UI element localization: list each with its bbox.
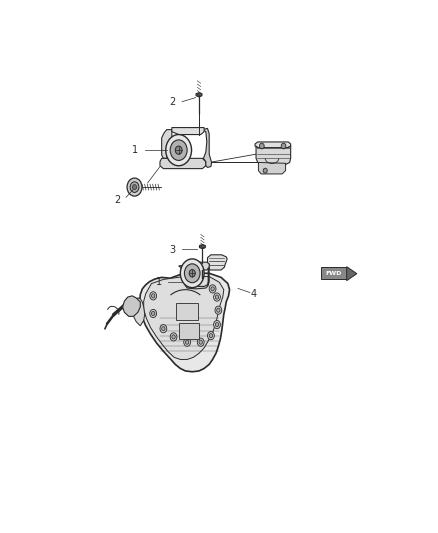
Bar [176,303,198,320]
Circle shape [150,292,156,300]
Text: FWD: FWD [325,271,341,276]
Circle shape [208,332,214,340]
Polygon shape [346,266,357,281]
Polygon shape [123,296,140,317]
Circle shape [172,335,175,339]
Circle shape [185,340,189,344]
Circle shape [127,178,142,196]
Circle shape [170,140,187,160]
Polygon shape [199,245,205,248]
Circle shape [184,338,191,346]
Circle shape [215,322,219,327]
Text: 4: 4 [251,289,257,299]
Circle shape [209,285,216,293]
Polygon shape [140,273,230,372]
Bar [179,324,199,339]
Circle shape [152,311,155,316]
Circle shape [150,309,156,318]
Circle shape [197,338,204,346]
Circle shape [162,327,165,330]
Polygon shape [258,163,286,174]
Circle shape [217,308,220,312]
Circle shape [281,143,286,149]
Circle shape [259,143,264,149]
Circle shape [209,334,212,338]
Polygon shape [255,142,291,148]
Circle shape [189,270,195,277]
Polygon shape [132,298,145,326]
Circle shape [184,264,200,282]
Polygon shape [172,127,204,134]
Polygon shape [196,93,202,97]
Polygon shape [187,262,209,270]
Polygon shape [160,158,206,168]
Circle shape [199,340,202,344]
Circle shape [175,146,182,154]
Circle shape [211,287,214,291]
Circle shape [263,168,267,173]
Circle shape [152,294,155,298]
Text: 3: 3 [169,245,175,255]
Circle shape [160,325,167,333]
Text: 2: 2 [115,195,121,205]
Polygon shape [208,255,227,270]
Circle shape [130,182,139,192]
Polygon shape [256,146,291,165]
Bar [321,267,346,279]
Polygon shape [144,277,224,359]
Text: 1: 1 [132,145,138,155]
Circle shape [180,259,204,288]
Circle shape [132,184,137,190]
Text: 1: 1 [155,277,162,287]
Circle shape [215,306,222,314]
Polygon shape [162,130,172,158]
Polygon shape [179,264,209,289]
Circle shape [214,293,220,301]
Text: 2: 2 [169,96,175,107]
Polygon shape [202,128,212,167]
Circle shape [215,295,219,299]
Circle shape [166,134,191,166]
Circle shape [170,333,177,341]
Circle shape [214,320,220,329]
